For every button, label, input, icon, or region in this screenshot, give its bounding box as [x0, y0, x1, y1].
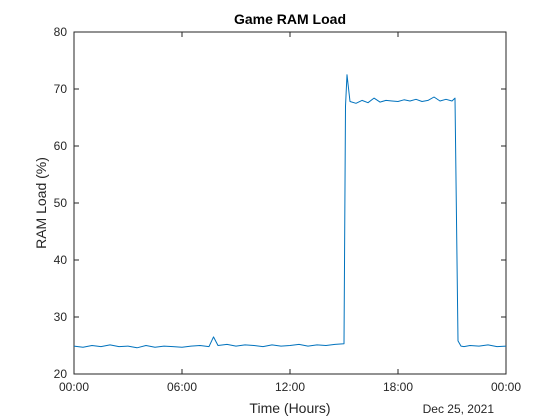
y-axis-label: RAM Load (%) — [33, 157, 49, 249]
x-tick-label: 00:00 — [491, 380, 521, 394]
x-tick-label: 00:00 — [59, 380, 89, 394]
chart-title: Game RAM Load — [234, 11, 346, 27]
date-label: Dec 25, 2021 — [423, 402, 495, 416]
plot-area: 20 30 40 50 60 70 80 00:00 06:00 12:00 18:00 00:00 — [54, 25, 522, 394]
y-tick-label: 80 — [54, 25, 68, 39]
x-tick-label: 12:00 — [275, 380, 305, 394]
y-tick-label: 30 — [54, 310, 68, 324]
y-tick-label: 70 — [54, 82, 68, 96]
y-tick-label: 20 — [54, 367, 68, 381]
y-tick-label: 50 — [54, 196, 68, 210]
y-tick-label: 40 — [54, 253, 68, 267]
x-tick-label: 06:00 — [167, 380, 197, 394]
plot-frame — [73, 31, 507, 375]
y-tick-label: 60 — [54, 139, 68, 153]
x-tick-label: 18:00 — [383, 380, 413, 394]
x-axis-label: Time (Hours) — [249, 400, 330, 416]
series-line-0 — [73, 74, 507, 349]
